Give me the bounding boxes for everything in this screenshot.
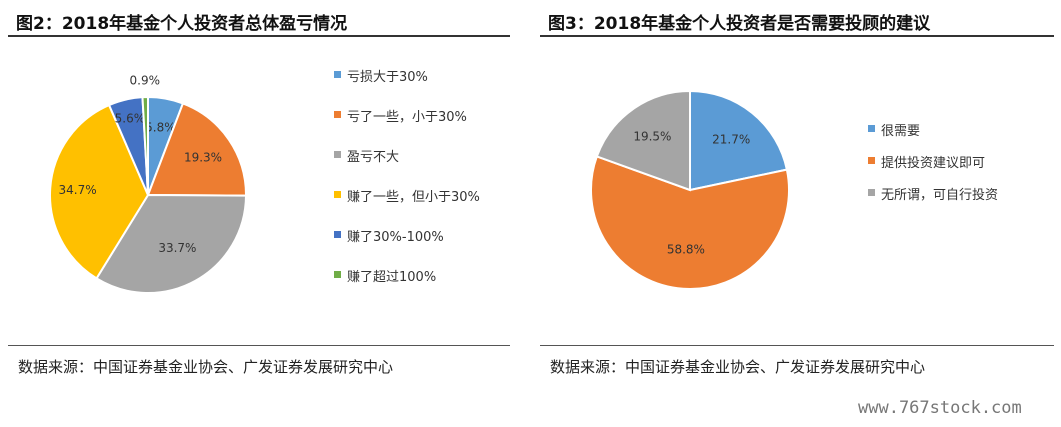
slice-value-label: 21.7%: [712, 132, 750, 146]
chart-panel-1: 图2：2018年基金个人投资者总体盈亏情况 5.8% 19.3% 33.7% 34.7…: [8, 0, 510, 390]
pie-slice: [49, 103, 150, 280]
legend-label: 无所谓，可自行投资: [881, 188, 999, 203]
chart-legend-1: 亏损大于30% 亏了一些，小于30% 盈亏不大赚了一些，但小于30% 赚了30%-10…: [334, 66, 480, 306]
legend-label: 很需要: [881, 124, 921, 139]
slice-value-label: 0.9%: [130, 73, 161, 87]
slice-value-label: 19.5%: [633, 130, 671, 144]
chart-legend-2: 很需要提供投资建议即可 无所谓，可自行投资: [868, 120, 998, 216]
pie-slice: [590, 155, 790, 290]
legend-label: 盈亏不大: [347, 150, 400, 165]
slice-value-label: 34.7%: [59, 183, 97, 197]
pie-chart-2: 21.7% 58.8% 19.5%: [590, 89, 790, 290]
slice-value-label: 19.3%: [184, 150, 222, 164]
legend-swatch: [334, 151, 341, 158]
title-rule: [540, 35, 1054, 37]
legend-swatch: [334, 111, 341, 118]
legend-item: 亏损大于30%: [334, 66, 480, 106]
site-watermark: www.767stock.com: [858, 398, 1022, 418]
source-note: 数据来源：中国证券基金业协会、广发证券发展研究中心: [18, 358, 394, 376]
source-note: 数据来源：中国证券基金业协会、广发证券发展研究中心: [550, 358, 926, 376]
legend-item: 盈亏不大: [334, 146, 480, 186]
pie-slice: [689, 89, 789, 192]
legend-label: 赚了30%-100%: [347, 230, 444, 245]
legend-item: 赚了超过100%: [334, 266, 480, 306]
legend-label: 赚了超过100%: [347, 270, 437, 285]
chart-panel-2: 图3：2018年基金个人投资者是否需要投顾的建议 21.7% 58.8% 19.5%…: [540, 0, 1054, 390]
slice-value-label: 5.6%: [115, 112, 145, 126]
pie-slice: [595, 89, 691, 192]
legend-label: 提供投资建议即可: [881, 156, 986, 171]
legend-item: 赚了30%-100%: [334, 226, 480, 266]
legend-swatch: [334, 191, 341, 198]
legend-item: 提供投资建议即可: [868, 152, 998, 184]
legend-swatch: [868, 125, 875, 132]
legend-item: 亏了一些，小于30%: [334, 106, 480, 146]
legend-item: 无所谓，可自行投资: [868, 184, 998, 216]
legend-item: 很需要: [868, 120, 998, 152]
title-rule: [8, 35, 510, 37]
legend-swatch: [334, 231, 341, 238]
legend-swatch: [868, 189, 875, 196]
chart-title: 图3：2018年基金个人投资者是否需要投顾的建议: [548, 14, 931, 34]
source-rule: [8, 345, 510, 346]
legend-label: 亏损大于30%: [347, 70, 428, 85]
legend-label: 赚了一些，但小于30%: [347, 190, 480, 205]
chart-title: 图2：2018年基金个人投资者总体盈亏情况: [16, 14, 348, 34]
slice-value-label: 58.8%: [667, 242, 705, 256]
legend-label: 亏了一些，小于30%: [347, 110, 467, 125]
legend-swatch: [868, 157, 875, 164]
slice-value-label: 5.8%: [145, 121, 176, 135]
pie-slice: [141, 95, 149, 196]
legend-swatch: [334, 71, 341, 78]
pie-slice: [146, 102, 248, 197]
legend-item: 赚了一些，但小于30%: [334, 186, 480, 226]
legend-swatch: [334, 271, 341, 278]
pie-chart-1: 5.8% 19.3% 33.7% 34.7% 5.6% 0.9%: [49, 73, 248, 294]
source-rule: [540, 345, 1054, 346]
slice-value-label: 33.7%: [158, 241, 196, 255]
